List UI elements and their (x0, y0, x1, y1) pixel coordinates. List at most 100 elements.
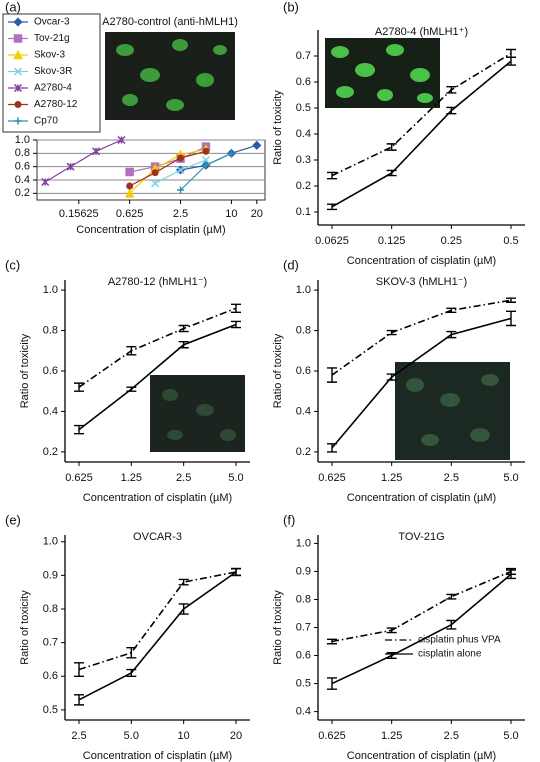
error-bar (126, 346, 137, 356)
y-tick-label: 0.2 (15, 187, 30, 199)
micrograph-a (105, 32, 235, 120)
chart-title: A2780-12 (hMLH1⁻) (108, 276, 207, 288)
panel-label: (d) (283, 257, 299, 272)
error-bar (327, 367, 337, 383)
x-tick-label: 2.5 (71, 730, 86, 742)
marker (252, 140, 262, 150)
y-axis-label: Ratio of toxicity (19, 590, 31, 665)
y-tick-label: 0.6 (296, 649, 311, 661)
x-tick-label: 5.0 (228, 472, 243, 484)
y-axis-label: Ratio of toxicity (272, 333, 284, 408)
y-tick-label: 0.4 (43, 405, 58, 417)
error-bar (446, 619, 457, 630)
x-tick-label: 0.625 (116, 208, 144, 220)
x-tick-label: 20 (251, 208, 263, 220)
panel-label: (b) (283, 0, 299, 14)
marker (14, 101, 22, 108)
error-bar (74, 424, 84, 435)
y-tick-label: 1.0 (15, 134, 30, 146)
error-bar (327, 203, 337, 211)
x-tick-label: 20 (230, 730, 242, 742)
series-line (331, 317, 512, 449)
marker (202, 161, 210, 169)
y-tick-label: 1.0 (296, 537, 311, 549)
error-bar (126, 668, 137, 677)
x-tick-label: 10 (178, 730, 190, 742)
x-tick-label: 0.0625 (315, 235, 349, 247)
series-line (78, 307, 237, 388)
y-tick-label: 0.6 (43, 365, 58, 377)
y-tick-label: 0.8 (43, 324, 58, 336)
y-tick-label: 0.4 (296, 405, 311, 417)
y-tick-label: 1.0 (43, 284, 58, 296)
legend-label: Ovcar-3 (34, 17, 70, 28)
error-bar (386, 627, 397, 634)
error-bar (506, 569, 516, 580)
legend-label: A2780-12 (34, 99, 78, 110)
y-tick-label: 0.6 (43, 670, 58, 682)
x-axis-label: Concentration of cisplatin (µM) (83, 750, 232, 762)
y-tick-label: 0.8 (43, 603, 58, 615)
chart-title: A2780-4 (hMLH1⁺) (375, 26, 468, 38)
y-tick-label: 0.6 (296, 76, 311, 88)
y-axis-label: Ratio of toxicity (19, 333, 31, 408)
y-tick-label: 0.4 (15, 174, 30, 186)
legend-label: Cp70 (34, 116, 58, 127)
y-tick-label: 0.7 (296, 50, 311, 62)
error-bar (506, 297, 516, 303)
series-line (44, 139, 122, 183)
x-tick-label: 0.625 (318, 472, 346, 484)
chart-title: SKOV-3 (hMLH1⁻) (376, 276, 467, 288)
panel-label: (f) (283, 512, 295, 527)
error-bar (231, 320, 241, 329)
y-tick-label: 0.2 (296, 180, 311, 192)
y-tick-label: 0.5 (43, 704, 58, 716)
y-tick-label: 0.2 (43, 446, 58, 458)
series-line (331, 299, 512, 376)
error-bar (231, 567, 241, 577)
image-caption: A2780-control (anti-hMLH1) (102, 16, 238, 28)
series-line (129, 146, 207, 173)
error-bar (327, 638, 337, 645)
y-tick-label: 1.0 (43, 536, 58, 548)
x-tick-label: 0.125 (378, 235, 406, 247)
x-tick-label: 2.5 (444, 730, 459, 742)
error-bar (446, 593, 457, 600)
series-line (78, 323, 237, 431)
error-bar (386, 373, 397, 381)
x-tick-label: 0.625 (65, 472, 93, 484)
y-tick-label: 0.6 (296, 365, 311, 377)
y-tick-label: 0.8 (15, 147, 30, 159)
error-bar (386, 143, 397, 151)
x-axis-label: Concentration of cisplatin (µM) (347, 255, 496, 267)
x-tick-label: 1.25 (381, 730, 402, 742)
y-tick-label: 0.3 (296, 154, 311, 166)
error-bar (386, 329, 397, 336)
x-axis-label: Concentration of cisplatin (µM) (83, 492, 232, 504)
marker (227, 149, 235, 157)
x-tick-label: 2.5 (444, 472, 459, 484)
x-tick-label: 0.25 (441, 235, 462, 247)
error-bar (126, 646, 137, 659)
marker (151, 169, 159, 177)
chart-title: TOV-21G (398, 531, 444, 543)
y-tick-label: 0.8 (296, 593, 311, 605)
series-line (129, 148, 207, 194)
y-tick-label: 0.4 (296, 705, 311, 717)
y-tick-label: 0.7 (43, 637, 58, 649)
legend-label: cisplatin phus VPA (418, 635, 501, 646)
x-tick-label: 0.625 (318, 730, 346, 742)
x-tick-label: 2.5 (173, 208, 188, 220)
y-axis-label: Ratio of toxicity (272, 90, 284, 165)
micrograph-c (150, 375, 245, 452)
series-line (331, 570, 512, 643)
legend-label: Skov-3R (34, 66, 72, 77)
marker (92, 147, 101, 156)
error-bar (446, 106, 457, 115)
x-tick-label: 1.25 (121, 472, 142, 484)
micrograph-d (395, 362, 510, 460)
micrograph-b (325, 38, 440, 108)
y-tick-label: 0.1 (296, 206, 311, 218)
error-bar (231, 303, 241, 314)
y-tick-label: 1.0 (296, 284, 311, 296)
